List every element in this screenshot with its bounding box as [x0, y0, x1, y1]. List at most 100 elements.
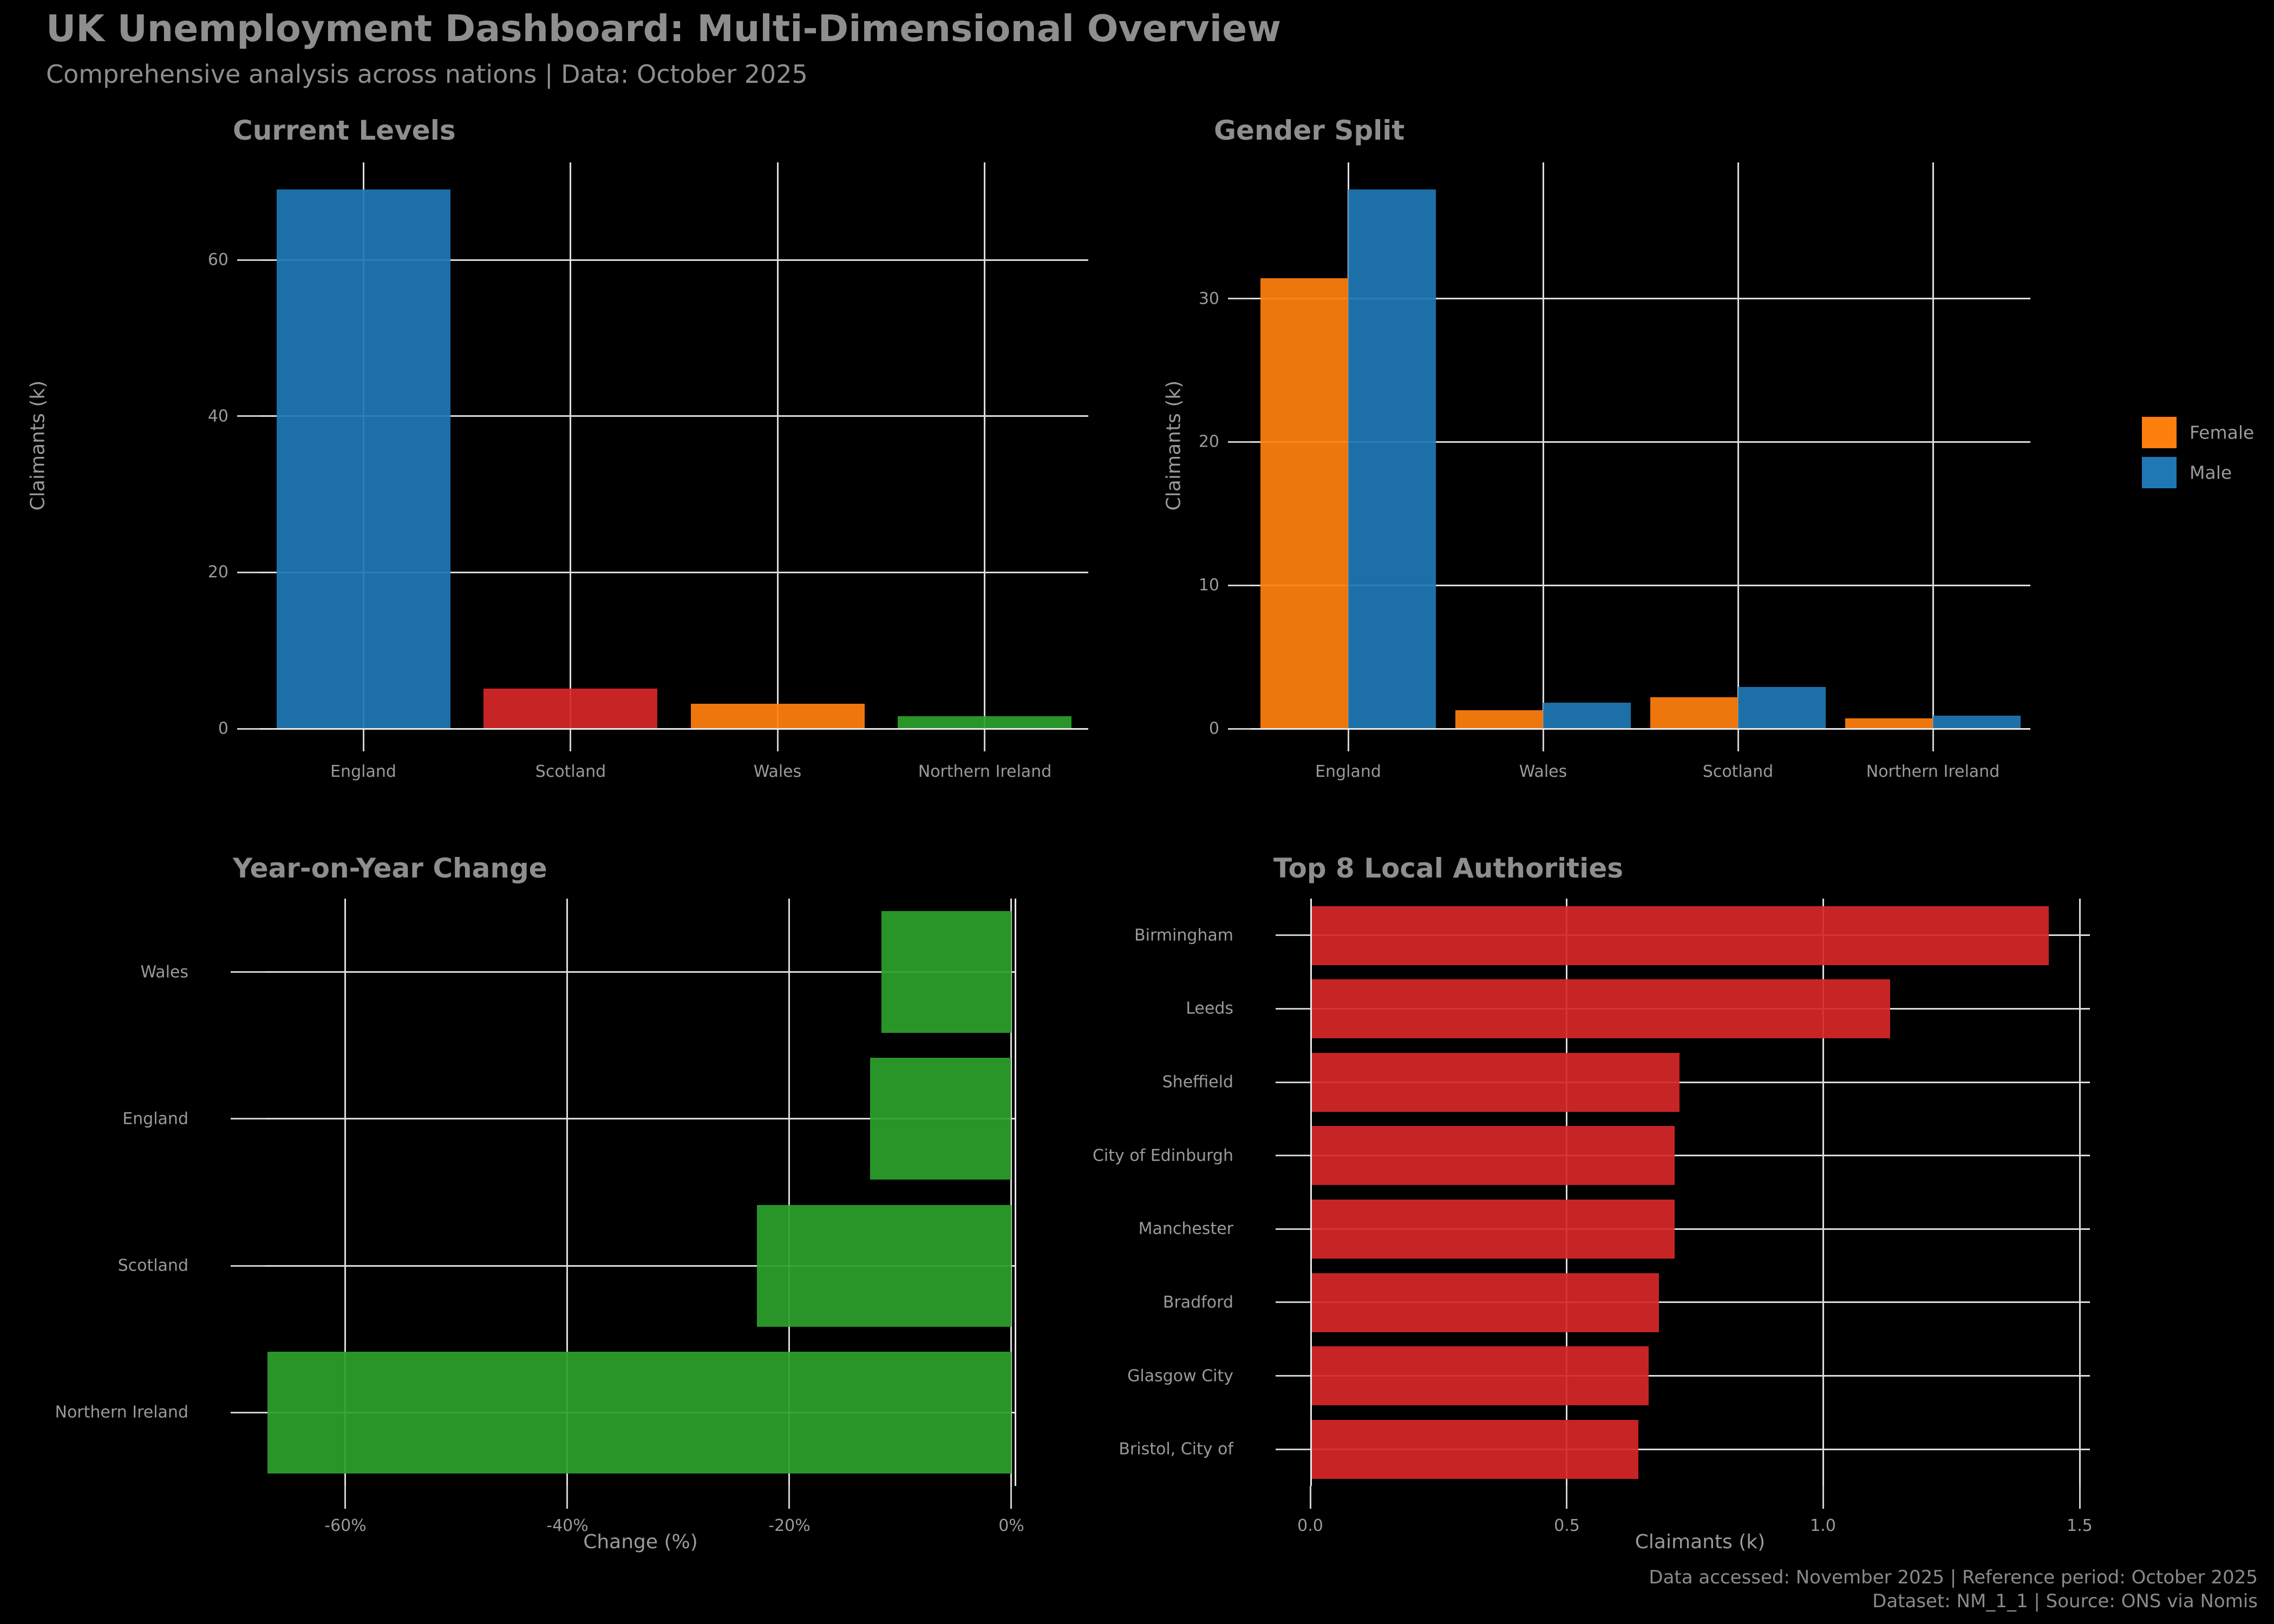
x-tick-mark — [984, 729, 985, 751]
bar-wales — [881, 911, 1011, 1033]
x-tick-label-northern-ireland: Northern Ireland — [918, 762, 1052, 781]
bar-scotland — [483, 689, 657, 729]
gridline-horizontal — [1251, 298, 2030, 299]
x-tick-label-scotland: Scotland — [1702, 762, 1774, 781]
x-tick-mark — [1932, 729, 1934, 751]
y-axis-label-current-levels: Claimants (k) — [27, 380, 49, 511]
y-tick-mark — [237, 572, 260, 573]
y-tick-label-leeds: Leeds — [1186, 999, 1233, 1018]
bar-northern-ireland-male — [1933, 716, 2021, 729]
bar-northern-ireland-female — [1845, 718, 1933, 729]
x-tick-mark — [788, 1486, 790, 1509]
footer: Data accessed: November 2025 | Reference… — [1649, 1566, 2258, 1613]
y-tick-label-northern-ireland: Northern Ireland — [55, 1403, 188, 1422]
gridline-horizontal — [260, 572, 1088, 573]
gridline-horizontal — [1310, 1449, 2090, 1450]
x-tick-mark — [2079, 1486, 2081, 1509]
page-subtitle: Comprehensive analysis across nations | … — [46, 60, 808, 89]
gridline-vertical — [788, 899, 790, 1486]
gridline-horizontal — [265, 971, 1015, 973]
gridline-vertical — [344, 899, 346, 1486]
y-tick-label-20: 20 — [207, 562, 228, 582]
gridline-horizontal — [265, 1118, 1015, 1119]
x-tick-label-wales: Wales — [1519, 762, 1567, 781]
y-tick-mark — [1276, 1155, 1310, 1156]
bar-northern-ireland — [898, 716, 1071, 729]
x-tick-label-1-5: 1.5 — [2067, 1516, 2093, 1535]
y-tick-label-40: 40 — [207, 407, 228, 426]
gridline-horizontal — [260, 415, 1088, 417]
bar-wales-female — [1455, 710, 1543, 729]
y-tick-label-scotland: Scotland — [117, 1256, 188, 1275]
x-tick-mark — [363, 729, 364, 751]
chart-title-top-authorities: Top 8 Local Authorities — [1273, 853, 1623, 884]
y-tick-label-60: 60 — [207, 250, 228, 270]
chart-title-yoy-change: Year-on-Year Change — [233, 853, 547, 884]
x-tick-label-0-5: 0.5 — [1554, 1516, 1580, 1535]
y-tick-mark — [237, 259, 260, 261]
y-tick-mark — [231, 971, 265, 973]
y-tick-label-0: 0 — [1208, 719, 1219, 738]
x-axis-label-yoy-change: Change (%) — [583, 1531, 698, 1553]
bar-birmingham — [1310, 906, 2049, 965]
bar-bristol-city-of — [1310, 1420, 1638, 1479]
y-tick-label-sheffield: Sheffield — [1162, 1072, 1233, 1092]
x-tick-label-scotland: Scotland — [535, 762, 606, 781]
y-tick-mark — [231, 1412, 265, 1413]
gridline-horizontal — [1310, 1375, 2090, 1377]
y-tick-label-england: England — [122, 1109, 188, 1129]
y-tick-mark — [1276, 1008, 1310, 1010]
page-title: UK Unemployment Dashboard: Multi-Dimensi… — [46, 8, 1282, 50]
x-tick-mark — [570, 729, 571, 751]
x-tick-mark — [777, 729, 779, 751]
y-tick-mark — [1276, 1301, 1310, 1303]
bar-wales — [691, 704, 865, 729]
x-tick-label-20: -20% — [768, 1516, 811, 1535]
x-tick-label-40: -40% — [546, 1516, 589, 1535]
y-tick-mark — [1276, 1228, 1310, 1230]
y-tick-mark — [1276, 1082, 1310, 1083]
y-tick-mark — [237, 728, 260, 730]
gridline-horizontal — [265, 1265, 1015, 1267]
y-tick-label-wales: Wales — [140, 962, 188, 982]
gridline-vertical — [777, 162, 779, 729]
x-axis-line — [1251, 728, 2030, 730]
y-tick-label-20: 20 — [1198, 432, 1219, 451]
x-tick-label-wales: Wales — [753, 762, 802, 781]
y-tick-mark — [1276, 934, 1310, 936]
gridline-horizontal — [1310, 1082, 2090, 1083]
x-tick-mark — [1010, 1486, 1012, 1509]
x-tick-label-england: England — [1315, 762, 1381, 781]
bar-bradford — [1310, 1273, 1659, 1332]
chart-title-current-levels: Current Levels — [233, 115, 456, 146]
bar-wales-male — [1543, 703, 1631, 729]
gridline-vertical — [2079, 899, 2081, 1486]
x-tick-label-0: 0% — [998, 1516, 1024, 1535]
bar-england — [277, 189, 450, 729]
gridline-vertical — [1543, 162, 1544, 729]
footer-line-1: Data accessed: November 2025 | Reference… — [1649, 1567, 2258, 1588]
bar-scotland-male — [1738, 687, 1826, 729]
x-axis-line — [260, 728, 1088, 730]
y-tick-label-manchester: Manchester — [1138, 1219, 1233, 1239]
bar-england-male — [1348, 189, 1436, 729]
y-tick-label-10: 10 — [1198, 575, 1219, 595]
y-tick-mark — [1228, 441, 1251, 443]
bar-england — [870, 1058, 1011, 1180]
gridline-vertical — [1932, 162, 1934, 729]
gridline-horizontal — [1310, 1155, 2090, 1156]
bar-leeds — [1310, 979, 1890, 1038]
y-tick-label-city-of-edinburgh: City of Edinburgh — [1092, 1146, 1233, 1165]
y-tick-mark — [231, 1265, 265, 1267]
y-axis-line-left — [1310, 899, 1312, 1486]
gridline-horizontal — [1310, 1301, 2090, 1303]
y-tick-mark — [231, 1118, 265, 1119]
legend-swatch-male — [2142, 457, 2177, 488]
bar-scotland-female — [1650, 697, 1738, 729]
x-tick-label-60: -60% — [324, 1516, 367, 1535]
x-tick-label-0-0: 0.0 — [1297, 1516, 1323, 1535]
gridline-vertical — [570, 162, 571, 729]
y-tick-label-glasgow-city: Glasgow City — [1127, 1366, 1233, 1386]
x-tick-mark — [566, 1486, 568, 1509]
x-tick-mark — [1310, 1486, 1311, 1509]
